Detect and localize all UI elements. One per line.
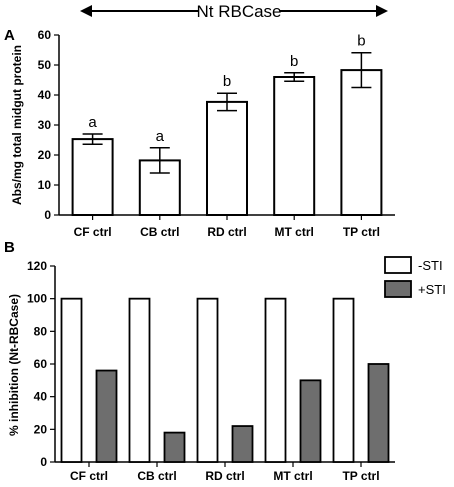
bar xyxy=(340,69,383,216)
x-tick-label: RD ctrl xyxy=(205,469,244,483)
legend: -STI +STI xyxy=(384,256,446,298)
y-tick-label: 120 xyxy=(27,259,47,273)
x-tick-label: CB ctrl xyxy=(140,225,179,239)
x-tick-label: MT ctrl xyxy=(273,469,312,483)
bar xyxy=(273,76,316,216)
bar xyxy=(299,379,322,463)
bar xyxy=(231,425,254,463)
bar xyxy=(60,297,83,463)
y-tick-label: 60 xyxy=(38,28,52,42)
x-tick-label: CF ctrl xyxy=(70,469,108,483)
significance-letter: a xyxy=(156,128,165,145)
y-tick-label: 60 xyxy=(34,357,48,371)
x-tick-label: CF ctrl xyxy=(74,225,112,239)
y-tick-label: 50 xyxy=(38,58,52,72)
panel-a-letter: A xyxy=(4,27,15,44)
header-arrow xyxy=(80,5,388,17)
y-tick-label: 30 xyxy=(38,118,52,132)
panel-a-chart: 0 10 20 30 40 50 60 a CF ctrl a CB ctrl b RD ctrl b MT… xyxy=(38,28,395,239)
legend-swatch xyxy=(384,280,412,298)
y-tick-label: 20 xyxy=(38,148,52,162)
significance-letter: b xyxy=(223,73,231,90)
legend-label: +STI xyxy=(418,282,446,297)
panel-b-ylabel: % inhibition (Nt-RBCase) xyxy=(7,294,21,436)
bar xyxy=(163,431,186,463)
bar xyxy=(128,297,151,463)
x-tick-label: MT ctrl xyxy=(275,225,314,239)
y-tick-label: 80 xyxy=(34,324,48,338)
y-tick-label: 10 xyxy=(38,178,52,192)
bar xyxy=(196,297,219,463)
bar xyxy=(206,100,248,216)
y-tick-label: 0 xyxy=(44,208,51,222)
y-tick-label: 20 xyxy=(34,422,48,436)
bar xyxy=(95,369,118,463)
x-tick-label: TP ctrl xyxy=(342,469,379,483)
legend-swatch xyxy=(384,256,412,274)
significance-letter: a xyxy=(88,114,97,131)
bar xyxy=(367,363,390,463)
x-tick-label: CB ctrl xyxy=(137,469,176,483)
panel-b-chart: 0 20 40 60 80 100 120 CF ctrl CB ctrl RD ctrl MT c… xyxy=(27,259,395,483)
significance-letter: b xyxy=(357,33,365,50)
y-tick-label: 0 xyxy=(40,455,47,469)
y-tick-label: 40 xyxy=(38,88,52,102)
header-label: Nt RBCase xyxy=(196,2,281,21)
x-tick-label: RD ctrl xyxy=(207,225,246,239)
bar xyxy=(332,297,355,463)
bar xyxy=(71,138,114,217)
panel-b-letter: B xyxy=(4,239,15,256)
x-tick-label: TP ctrl xyxy=(343,225,380,239)
legend-label: -STI xyxy=(418,258,443,273)
significance-letter: b xyxy=(290,53,298,70)
y-tick-label: 40 xyxy=(34,390,48,404)
bar xyxy=(264,297,287,463)
panel-a-ylabel: Abs/mg total midgut protein xyxy=(10,45,24,205)
y-tick-label: 100 xyxy=(27,292,47,306)
